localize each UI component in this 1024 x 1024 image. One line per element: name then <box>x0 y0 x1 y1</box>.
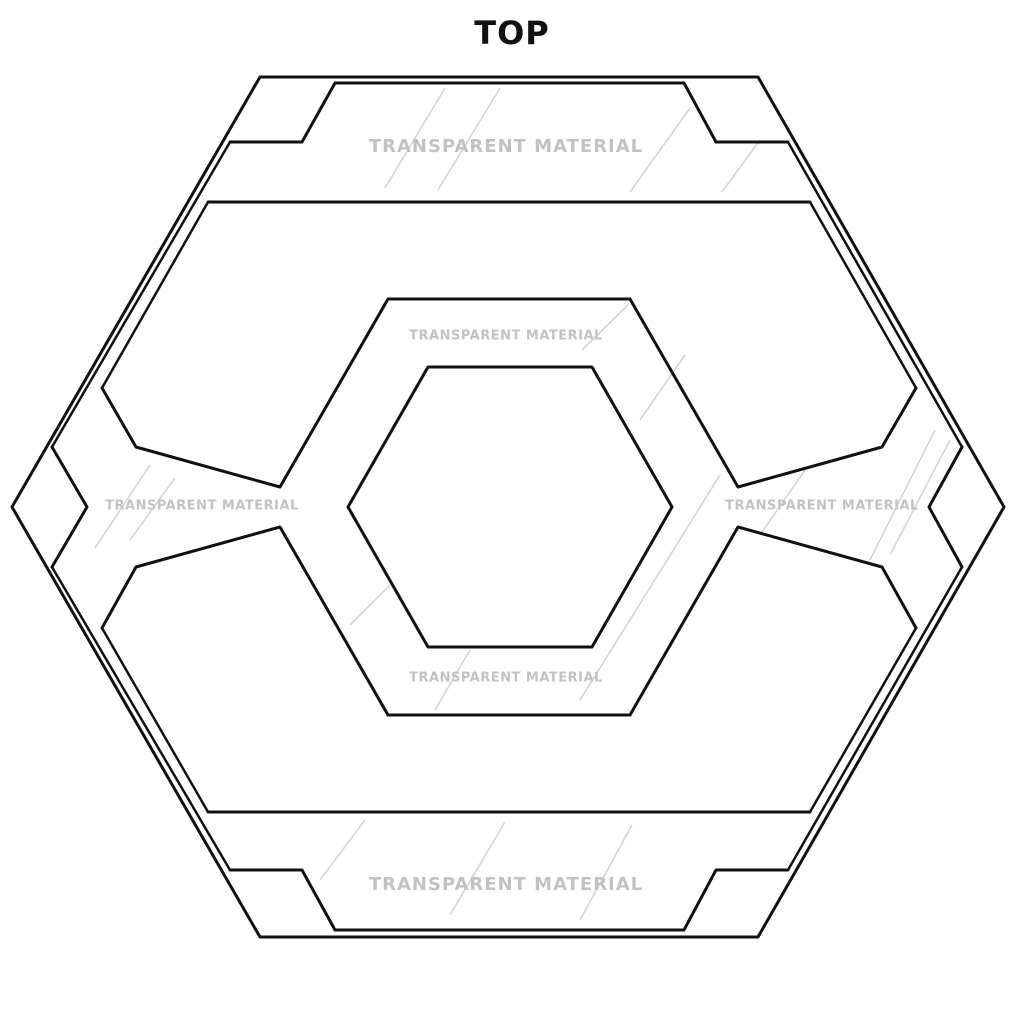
page-title: TOP <box>474 14 550 52</box>
bottom-panel-label: TRANSPARENT MATERIAL <box>369 874 643 895</box>
inner-rim-outline <box>50 141 964 871</box>
inner-hexagon-outline <box>346 365 674 649</box>
inner-top-panel-label: TRANSPARENT MATERIAL <box>409 329 603 344</box>
right-panel-outline <box>628 297 964 717</box>
top-panel-outline <box>206 81 812 204</box>
outer-hexagon-outline <box>10 75 1006 939</box>
inner-bottom-panel-label: TRANSPARENT MATERIAL <box>409 671 603 686</box>
gloss-streaks <box>94 87 951 921</box>
bottom-panel-outline <box>206 810 812 932</box>
top-panel-label: TRANSPARENT MATERIAL <box>369 136 643 157</box>
right-panel-label: TRANSPARENT MATERIAL <box>725 499 919 514</box>
middle-hexagon-outline <box>386 297 632 717</box>
left-panel-label: TRANSPARENT MATERIAL <box>105 499 299 514</box>
left-panel-outline <box>50 297 390 717</box>
